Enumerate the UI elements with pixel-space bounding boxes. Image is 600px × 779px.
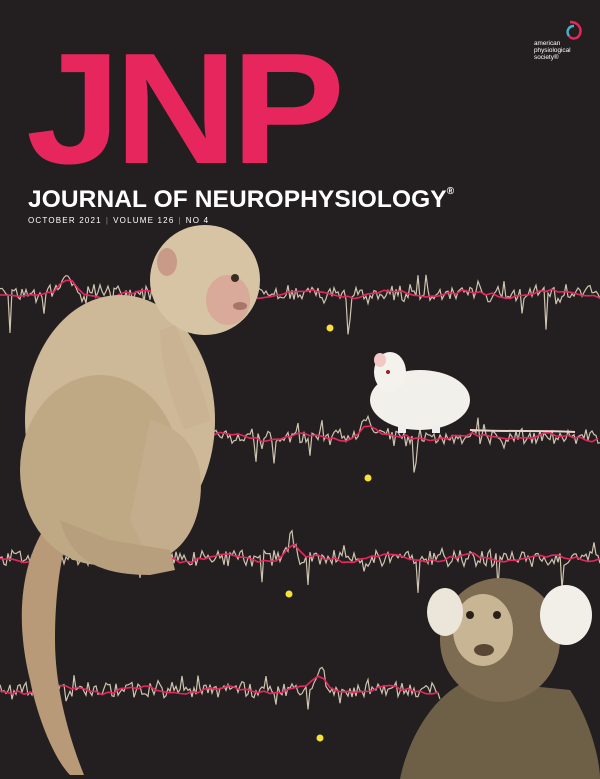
- neural-trace-2-mean: [189, 425, 599, 443]
- society-line: society®: [534, 54, 559, 61]
- society-line: american: [534, 40, 561, 47]
- issue-number: NO 4: [185, 216, 210, 225]
- divider: |: [105, 216, 110, 225]
- macaque-illustration: [20, 225, 260, 775]
- neural-trace-4: [0, 666, 441, 723]
- mouse-illustration: [370, 352, 576, 433]
- neural-trace-4-mean: [0, 675, 439, 696]
- issue-date: OCTOBER 2021: [28, 216, 102, 225]
- neural-trace-2: [189, 413, 600, 473]
- society-name: american physiological society®: [534, 40, 571, 61]
- marmoset-illustration: [400, 578, 600, 779]
- society-logo-icon: [566, 20, 582, 40]
- journal-title-text: JOURNAL OF NEUROPHYSIOLOGY: [28, 186, 447, 213]
- stimulus-dot: [285, 590, 293, 598]
- issue-volume: VOLUME 126: [113, 216, 175, 225]
- neural-trace-1-mean: [0, 279, 600, 300]
- journal-acronym: JNP: [26, 21, 345, 197]
- neural-trace-1: [0, 274, 600, 335]
- stimulus-markers: [285, 324, 372, 742]
- stimulus-dot: [364, 474, 372, 482]
- divider: |: [178, 216, 182, 225]
- issue-info: OCTOBER 2021 | VOLUME 126 | NO 4: [28, 216, 209, 225]
- stimulus-dot: [326, 324, 334, 332]
- society-line: physiological: [534, 47, 571, 54]
- registered-mark: ®: [446, 186, 455, 197]
- journal-title: JOURNAL OF NEUROPHYSIOLOGY®: [28, 186, 454, 214]
- stimulus-dot: [316, 734, 324, 742]
